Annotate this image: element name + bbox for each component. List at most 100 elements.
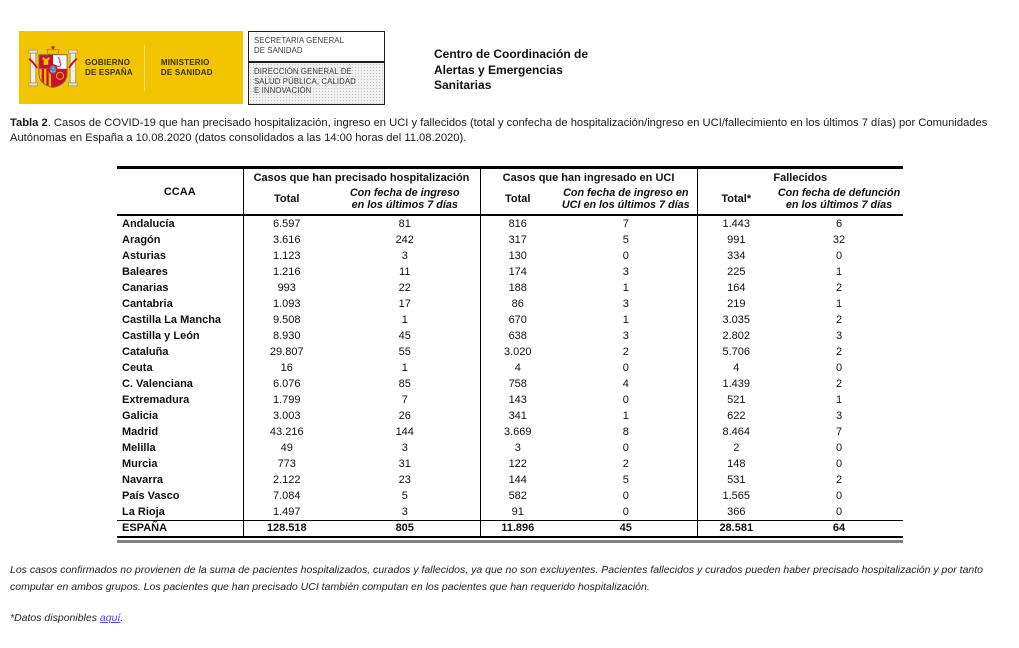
data-cell: 22 — [398, 281, 411, 294]
data-cell: 91 — [479, 503, 555, 520]
data-cell: 3 — [835, 329, 843, 342]
data-cell: 3 — [622, 329, 629, 342]
data-cell: 0 — [622, 393, 629, 406]
data-cell: 0 — [835, 441, 843, 454]
subheader-fallecidos-7dias: Con fecha de defunción en los últimos 7 … — [775, 184, 904, 216]
data-cell: 3.616 — [242, 231, 330, 248]
table-row: Andalucía 6.597 81 816 7 1.443 6 — [117, 214, 903, 232]
subheader-uci-total: Total — [479, 184, 555, 216]
row-label-ccaa: Castilla y León — [122, 329, 200, 342]
table-row: País Vasco 7.084 5 582 0 1.565 0 — [117, 487, 903, 504]
data-cell: 2 — [835, 313, 843, 326]
data-cell: 6.597 — [242, 214, 330, 232]
table-row: Castilla La Mancha 9.508 1 670 1 3.035 2 — [117, 311, 903, 328]
data-cell: 758 — [479, 375, 555, 392]
footnote-text: Los casos confirmados no provienen de la… — [10, 564, 984, 593]
table-row: Cantabria 1.093 17 86 3 219 1 — [117, 295, 903, 312]
row-label-ccaa: Ceuta — [122, 361, 153, 374]
data-cell: 670 — [479, 311, 555, 328]
table-body: Andalucía 6.597 81 816 7 1.443 6 Aragón 3.616 242… — [117, 214, 903, 520]
table-row: Asturias 1.123 3 130 0 334 0 — [117, 247, 903, 264]
data-cell: 5.706 — [696, 343, 776, 360]
gobierno-espana-logo: GOBIERNO DE ESPAÑA MINISTERIO DE SANIDAD — [19, 31, 243, 104]
data-cell: 144 — [395, 425, 414, 438]
row-label-ccaa: Cantabria — [122, 297, 173, 310]
total-fallecidos: 28.581 — [696, 519, 776, 538]
row-label-ccaa: País Vasco — [122, 489, 180, 502]
data-cell: 2 — [835, 281, 843, 294]
data-cell: 7 — [835, 425, 843, 438]
table-row: Murcia 773 31 122 2 148 0 — [117, 455, 903, 472]
total-uci: 11.896 — [479, 519, 555, 538]
data-cell: 55 — [398, 345, 411, 358]
data-cell: 11 — [399, 265, 411, 278]
datos-prefix: *Datos disponibles — [10, 612, 100, 624]
data-cell: 531 — [696, 471, 776, 488]
data-cell: 1 — [622, 281, 629, 294]
data-cell: 2.122 — [242, 471, 330, 488]
data-cell: 164 — [696, 279, 776, 296]
data-cell: 2.802 — [696, 327, 776, 344]
data-cell: 0 — [622, 441, 629, 454]
data-cell: 8.930 — [242, 327, 330, 344]
data-cell: 0 — [622, 361, 629, 374]
data-cell: 993 — [242, 279, 330, 296]
data-cell: 622 — [696, 407, 776, 424]
row-label-ccaa: Asturias — [122, 249, 167, 262]
data-cell: 2 — [835, 377, 843, 390]
table-row: Cataluña 29.807 55 3.020 2 5.706 2 — [117, 343, 903, 360]
data-cell: 49 — [242, 439, 330, 456]
data-cell: 86 — [479, 295, 555, 312]
total-fallecidos-7dias: 64 — [775, 519, 904, 538]
data-cell: 0 — [835, 361, 843, 374]
row-label-ccaa: La Rioja — [122, 505, 165, 518]
data-cell: 2 — [835, 345, 843, 358]
data-cell: 23 — [398, 473, 411, 486]
aqui-link[interactable]: aquí — [99, 612, 121, 624]
spain-coat-of-arms-icon — [28, 45, 78, 88]
data-cell: 7.084 — [242, 487, 330, 504]
data-cell: 6.076 — [242, 375, 330, 392]
data-cell: 3 — [479, 439, 555, 456]
data-cell: 8 — [622, 425, 629, 438]
data-cell: 16 — [242, 359, 330, 376]
data-cell: 1 — [622, 409, 629, 422]
data-cell: 242 — [395, 233, 414, 246]
data-cell: 3.020 — [479, 343, 555, 360]
data-cell: 130 — [479, 247, 555, 264]
data-cell: 0 — [835, 489, 843, 502]
data-cell: 1.799 — [242, 391, 330, 408]
data-cell: 1.216 — [242, 263, 330, 280]
subheader-hosp-7dias: Con fecha de ingreso en los últimos 7 dí… — [330, 184, 480, 216]
data-cell: 2 — [696, 439, 776, 456]
data-cell: 5 — [622, 473, 629, 486]
data-cell: 341 — [479, 407, 555, 424]
data-cell: 9.508 — [242, 311, 330, 328]
data-cell: 1 — [835, 297, 843, 310]
data-cell: 582 — [479, 487, 555, 504]
ccaes-title: Centro de Coordinación de Alertas y Emer… — [434, 47, 589, 92]
table-row: Galicia 3.003 26 341 1 622 3 — [117, 407, 903, 424]
total-hosp-7dias: 805 — [330, 519, 480, 538]
data-cell: 1.565 — [696, 487, 776, 504]
data-cell: 43.216 — [242, 423, 330, 440]
table-caption-label: Tabla 2 — [10, 117, 48, 129]
data-cell: 4 — [479, 359, 555, 376]
group-header-hospitalizacion: Casos que han precisado hospitalización — [242, 167, 480, 185]
data-cell: 3 — [622, 297, 629, 310]
subheader-fallecidos-total: Total* — [696, 184, 776, 216]
data-cell: 188 — [479, 279, 555, 296]
data-cell: 521 — [696, 391, 776, 408]
data-cell: 1 — [622, 313, 629, 326]
data-cell: 3 — [401, 505, 408, 518]
data-cell: 5 — [622, 233, 629, 246]
logo-divider — [143, 44, 145, 91]
row-label-ccaa: Melilla — [122, 441, 156, 454]
data-cell: 8.464 — [696, 423, 776, 440]
data-cell: 85 — [398, 377, 411, 390]
data-cell: 3.035 — [696, 311, 776, 328]
data-cell: 0 — [622, 249, 629, 262]
data-cell: 0 — [835, 457, 843, 470]
data-cell: 0 — [622, 505, 629, 518]
data-cell: 81 — [398, 217, 411, 230]
